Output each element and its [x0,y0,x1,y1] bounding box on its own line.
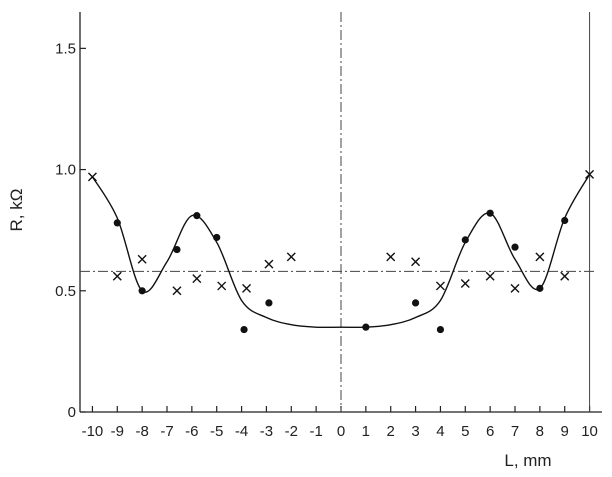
cross-point [242,283,252,293]
dot-point [461,236,469,244]
cross-point [172,286,182,296]
cross-point [137,254,147,264]
y-tick-label: 0 [68,404,76,421]
cross-point [535,252,545,262]
x-tick-label: 1 [362,423,370,440]
x-tick-label: -6 [185,423,198,440]
fit-curve-layer [91,174,591,329]
y-tick-label: 1.5 [55,40,76,57]
dot-point [193,212,201,220]
x-tick-label: 9 [561,423,569,440]
y-tick-label: 1.0 [55,162,76,179]
cross-point [560,271,570,281]
dot-point [265,299,273,307]
dot-point [561,216,569,225]
x-axis-label: L, mm [504,451,551,470]
cross-point [386,252,396,262]
dot-point [486,209,494,217]
dot-point [173,245,181,254]
cross-point [264,259,274,269]
x-tick-label: -10 [82,423,104,440]
dot-point [213,233,221,242]
fit-curve [91,174,591,329]
dot-point [411,299,420,307]
reference-lines [80,12,596,412]
x-tick-label: 6 [486,423,494,440]
cross-point [286,252,296,262]
data-points-layer [87,169,595,334]
x-tick-label: -9 [111,423,124,440]
cross-point [87,172,97,182]
x-tick-label: 5 [461,423,469,440]
dot-point [240,325,248,334]
x-tick-label: -7 [160,423,173,440]
cross-point [411,257,421,267]
cross-point [485,271,495,281]
x-tick-label: -8 [135,423,148,440]
x-tick-label: 4 [436,423,444,440]
dot-point [113,219,121,227]
x-tick-label: -2 [285,423,298,440]
cross-point [460,279,470,289]
x-tick-label: 3 [411,423,419,440]
x-tick-label: 0 [337,423,345,440]
y-axis-label: R, kΩ [7,189,26,232]
dot-point [362,323,370,331]
x-tick-label: 8 [536,423,544,440]
cross-point [435,281,445,291]
x-tick-label: -1 [309,423,322,440]
cross-point [192,274,202,284]
x-tick-label: 10 [581,423,598,440]
x-tick-label: -4 [235,423,248,440]
dot-point [511,243,519,251]
dot-point [436,325,445,334]
axes: 00.51.01.5-10 -9 -8 -7 -6 -5 -4 -3 -2 -1 0 1 2 3 4 5 6 7 8… [55,12,602,440]
cross-point [217,281,227,291]
x-tick-label: -5 [210,423,223,440]
dot-point [536,284,544,292]
cross-point [112,271,122,281]
dot-point [138,287,146,295]
x-tick-label: 2 [387,423,395,440]
cross-point [585,169,595,179]
x-tick-label: 7 [511,423,519,440]
y-tick-label: 0.5 [55,283,76,300]
cross-point [510,283,520,293]
x-tick-label: -3 [260,423,273,440]
